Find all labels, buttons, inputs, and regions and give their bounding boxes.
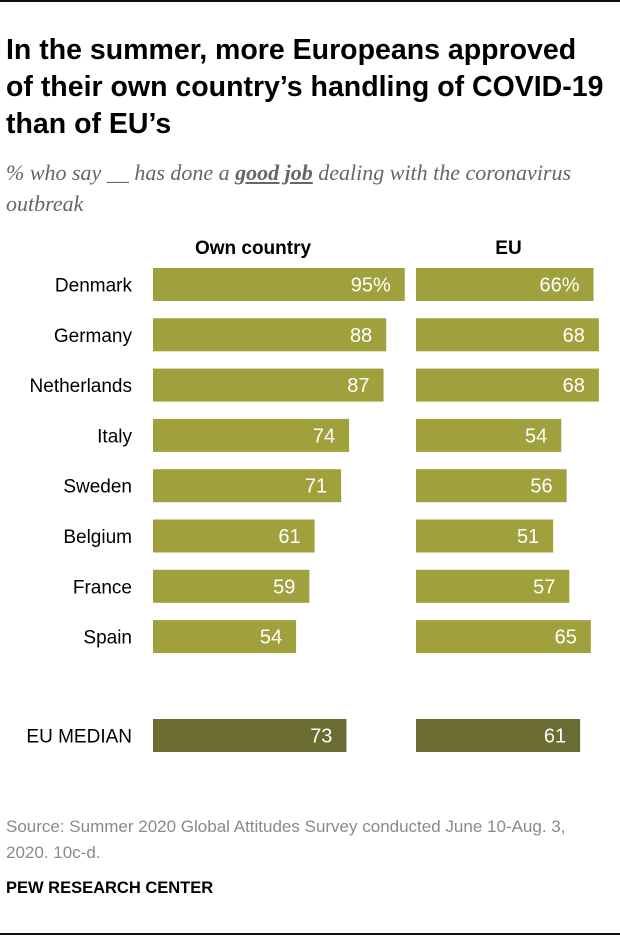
top-rule <box>0 0 620 2</box>
row-denmark-bar-eu <box>416 268 594 301</box>
row-sweden-bar-own-country <box>153 469 342 503</box>
row-netherlands-bar-own-country <box>153 368 384 402</box>
column-header-own-country: Own country <box>194 238 312 259</box>
row-spain-value-own-country: 54 <box>260 627 282 649</box>
chart-subtitle: % who say __ has done a good job dealing… <box>6 157 606 219</box>
row-belgium-bar-own-country <box>153 519 315 553</box>
row-sweden-bar-eu <box>416 469 567 503</box>
median-bar-own-country <box>153 719 347 752</box>
row-netherlands-value-own-country: 87 <box>347 375 369 397</box>
subtitle-emphasis: good job <box>235 160 313 185</box>
bottom-rule <box>0 933 620 935</box>
subtitle-tail: dealing with the coronavirus outbreak <box>6 160 572 216</box>
chart-title: In the summer, more Europeans approved o… <box>6 34 604 140</box>
row-italy-value-own-country: 74 <box>313 425 335 447</box>
row-spain-value-eu: 65 <box>555 627 577 649</box>
row-france-bar-own-country <box>153 569 310 603</box>
row-belgium-bar-eu <box>416 519 554 553</box>
row-italy-bar-own-country <box>153 418 350 452</box>
median-label: EU MEDIAN <box>26 727 132 748</box>
median-value-eu: 61 <box>544 726 566 748</box>
row-france-value-eu: 57 <box>533 576 555 598</box>
row-netherlands-bar-eu <box>416 368 599 402</box>
row-sweden-value-eu: 56 <box>530 476 552 498</box>
row-italy-value-eu: 54 <box>525 425 547 447</box>
row-denmark-value-own-country: 95% <box>351 275 391 297</box>
bar-chart: Denmark 95% 66% Germany 88 68 Netherlands 87 68 I… <box>26 268 599 752</box>
row-sweden-value-own-country: 71 <box>305 476 327 498</box>
column-header-eu: EU <box>495 238 522 259</box>
row-spain-bar-own-country <box>153 620 297 654</box>
row-italy-label: Italy <box>97 426 132 447</box>
row-belgium-value-own-country: 61 <box>278 526 300 548</box>
row-france-label: France <box>73 577 132 598</box>
row-denmark-label: Denmark <box>55 276 133 297</box>
subtitle-lead: % who say __ has done a <box>6 160 236 185</box>
row-denmark-value-eu: 66% <box>540 275 580 297</box>
row-spain-bar-eu <box>416 620 591 654</box>
pew-research-center-logo: PEW RESEARCH CENTER <box>6 879 214 897</box>
row-germany-bar-own-country <box>153 318 387 352</box>
row-france-bar-eu <box>416 569 570 603</box>
row-france-value-own-country: 59 <box>273 576 295 598</box>
row-denmark-bar-own-country <box>153 268 405 301</box>
median-bar-eu <box>416 719 581 752</box>
row-belgium-value-eu: 51 <box>517 526 539 548</box>
row-spain-label: Spain <box>83 628 132 649</box>
row-netherlands-value-eu: 68 <box>563 375 585 397</box>
row-belgium-label: Belgium <box>63 527 132 548</box>
row-italy-bar-eu <box>416 418 562 452</box>
row-netherlands-label: Netherlands <box>30 376 132 397</box>
row-germany-value-eu: 68 <box>563 325 585 347</box>
source-note: Source: Summer 2020 Global Attitudes Sur… <box>6 817 566 862</box>
row-germany-value-own-country: 88 <box>350 325 372 347</box>
row-germany-bar-eu <box>416 318 599 352</box>
median-value-own-country: 73 <box>310 726 332 748</box>
row-sweden-label: Sweden <box>63 477 132 498</box>
row-germany-label: Germany <box>54 326 133 347</box>
